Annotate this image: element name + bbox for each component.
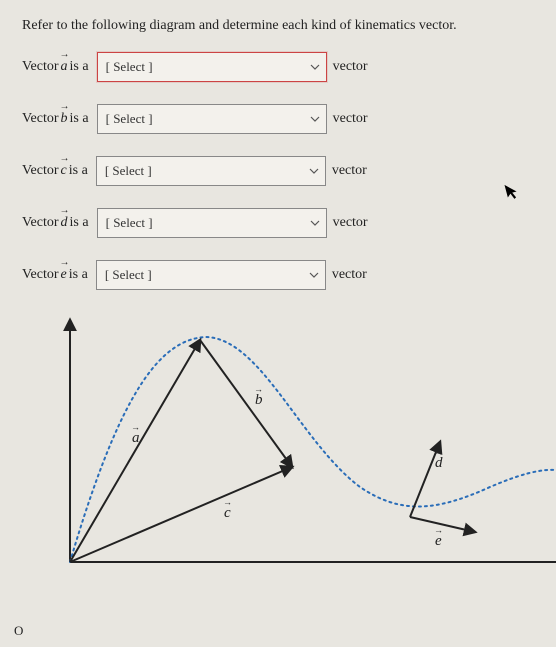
select-vector-e[interactable]: [ Select ] [96, 260, 326, 290]
chevron-down-icon [310, 114, 320, 124]
svg-text:→: → [434, 447, 443, 457]
vector-row-b: Vector b is a [ Select ] vector [22, 104, 534, 134]
row-suffix: vector [333, 111, 368, 127]
vector-row-d: Vector d is a [ Select ] vector [22, 208, 534, 238]
kinematics-diagram: a→b→c→d→e→ [22, 312, 534, 587]
select-vector-b[interactable]: [ Select ] [97, 104, 327, 134]
row-mid: is a [69, 163, 88, 179]
svg-text:→: → [434, 525, 443, 535]
vector-symbol-e: e [61, 267, 67, 283]
select-vector-d[interactable]: [ Select ] [97, 208, 327, 238]
row-mid: is a [69, 267, 88, 283]
svg-text:d: d [435, 455, 443, 471]
vector-row-a: Vector a is a [ Select ] vector [22, 52, 534, 82]
row-prefix: Vector [22, 59, 59, 75]
chevron-down-icon [310, 218, 320, 228]
vector-symbol-d: d [61, 215, 68, 231]
row-mid: is a [70, 215, 89, 231]
svg-text:→: → [131, 422, 140, 432]
vector-row-e: Vector e is a [ Select ] vector [22, 260, 534, 290]
vector-symbol-c: c [61, 163, 67, 179]
vector-rows: Vector a is a[ Select ]vectorVector b is… [22, 52, 534, 290]
svg-text:b: b [255, 392, 263, 408]
select-vector-a[interactable]: [ Select ] [97, 52, 327, 82]
chevron-down-icon [310, 62, 320, 72]
row-mid: is a [70, 111, 89, 127]
chevron-down-icon [309, 166, 319, 176]
select-vector-c[interactable]: [ Select ] [96, 156, 326, 186]
svg-text:→: → [223, 497, 232, 507]
svg-text:→: → [254, 384, 263, 394]
svg-text:e: e [435, 533, 442, 549]
chevron-down-icon [309, 270, 319, 280]
row-suffix: vector [332, 267, 367, 283]
svg-text:a: a [132, 430, 140, 446]
vector-symbol-a: a [61, 59, 68, 75]
svg-text:c: c [224, 505, 231, 521]
vector-symbol-b: b [61, 111, 68, 127]
origin-label: O [14, 623, 23, 639]
row-prefix: Vector [22, 215, 59, 231]
row-prefix: Vector [22, 111, 59, 127]
row-suffix: vector [333, 59, 368, 75]
row-suffix: vector [333, 215, 368, 231]
row-prefix: Vector [22, 163, 59, 179]
question-text: Refer to the following diagram and deter… [22, 18, 534, 34]
row-mid: is a [70, 59, 89, 75]
row-suffix: vector [332, 163, 367, 179]
row-prefix: Vector [22, 267, 59, 283]
vector-row-c: Vector c is a [ Select ] vector [22, 156, 534, 186]
